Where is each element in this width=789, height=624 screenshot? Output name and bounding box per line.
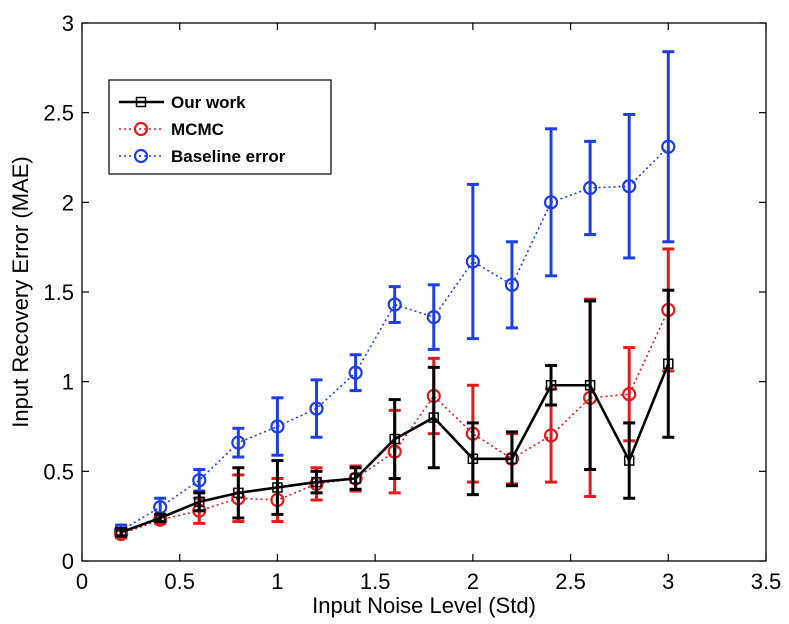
x-tick-label: 1.5 [360,569,391,594]
series-layer [113,50,676,542]
y-tick-label: 1 [62,370,74,395]
legend-marker [135,96,147,108]
data-point [309,401,324,416]
data-point [428,412,440,423]
data-point [426,310,441,325]
data-point [545,380,557,391]
data-point [584,380,596,391]
y-tick-label: 3 [62,11,74,36]
legend-entry: MCMC [119,120,224,139]
y-tick-label: 2 [62,190,74,215]
data-point [233,487,244,499]
data-point [231,435,246,450]
data-point [661,139,676,154]
data-point [115,527,127,538]
axes: 0 0.5 1 1.5 2 2.5 3 3.5 0 0.5 1 1.5 2 2.5 3 [43,11,781,594]
legend-marker [133,148,149,164]
x-tick-label: 2.5 [555,569,586,594]
legend-entry: Our work [119,93,246,112]
data-point [543,428,559,443]
data-point [272,482,283,493]
legend-marker [133,121,149,137]
data-point [154,512,166,524]
data-point [194,496,205,508]
data-point [348,365,363,380]
y-axis-label: Input Recovery Error (MAE) [8,156,33,427]
x-tick-label: 1 [271,569,283,594]
data-point [506,453,518,465]
data-point [192,473,207,488]
data-point [389,433,400,445]
x-tick-label: 0 [76,569,88,594]
legend-label: Our work [171,93,246,112]
legend-entry: Baseline error [119,147,286,166]
data-point [311,476,322,488]
y-tick-label: 0 [62,549,74,574]
data-point [622,387,637,402]
data-point [504,277,520,292]
y-tick-label: 0.5 [43,459,74,484]
data-point [583,180,598,196]
x-tick-label: 3 [662,569,674,594]
data-point [270,419,285,434]
data-point [467,453,479,465]
data-point [622,179,637,194]
data-point [350,473,361,484]
data-point [387,297,402,312]
data-point [543,195,559,210]
series-line [120,146,669,532]
data-point [623,455,635,466]
series-our-work [115,288,675,538]
x-axis-label: Input Noise Level (Std) [312,593,536,618]
legend-label: MCMC [171,120,224,139]
x-tick-label: 0.5 [164,569,195,594]
legend: Our work MCMC Baseline error [108,79,332,175]
data-point [663,358,674,369]
y-tick-label: 2.5 [43,101,74,126]
data-point [465,254,480,269]
y-tick-label: 1.5 [43,280,74,305]
legend-label: Baseline error [171,147,286,166]
x-tick-label: 2 [467,569,479,594]
x-tick-label: 3.5 [751,569,782,594]
